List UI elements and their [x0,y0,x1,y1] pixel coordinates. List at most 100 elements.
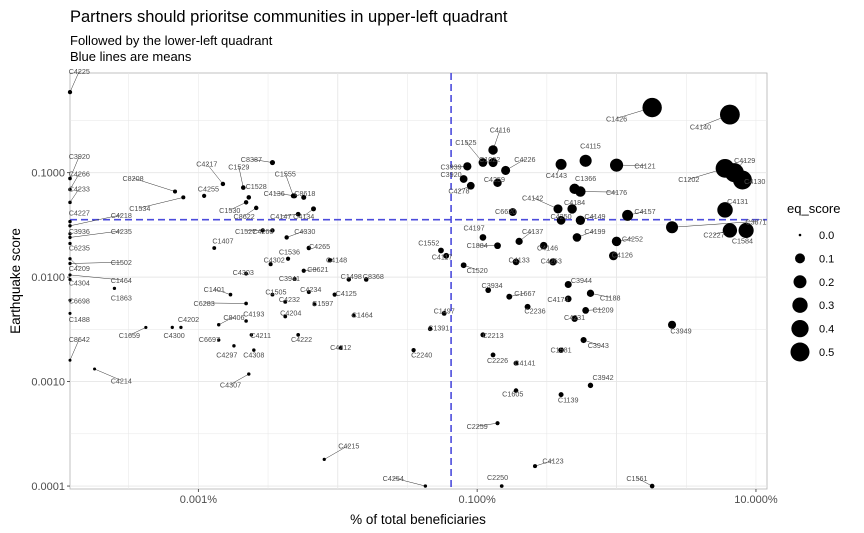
data-point [556,215,566,225]
data-point-label: C4304 [69,279,90,288]
data-point-label: C2213 [482,331,503,340]
data-point-label: C4140 [690,122,711,131]
data-point-label: C4184 [564,198,585,207]
mean-lines [70,73,767,489]
label-connector [303,268,318,272]
label-connector [477,244,498,246]
data-point-label: C3871 [745,217,766,226]
data-point [170,325,174,330]
data-point-label: C1520 [467,266,488,275]
data-point [292,193,298,199]
data-point [283,314,288,319]
data-point-label: C4129 [734,156,755,165]
data-point [68,273,72,277]
data-point [68,298,72,302]
data-point [512,258,520,266]
label-connector [206,163,224,185]
data-point-label: C4215 [338,441,359,450]
data-point-label: C6620 [495,207,516,216]
legend-title: eq_score [787,201,840,216]
data-point-label: C2250 [487,473,508,482]
data-point-label: C4235 [111,227,132,236]
data-point [427,326,433,332]
data-point-label: C4255 [198,185,219,194]
data-point [202,193,207,198]
data-point [301,194,307,200]
data-point-label: C1529 [228,163,249,172]
data-point-label: C1209 [592,305,613,314]
legend-label: 0.3 [819,300,834,312]
x-tick-label: 10.000% [734,494,778,506]
data-point-label: C4134 [293,212,314,221]
data-point-label: C4263 [541,257,562,266]
data-point-label: C4199 [584,227,605,236]
data-point-label: C4254 [383,474,404,483]
data-point [479,234,487,241]
data-point-label: C3920 [440,170,461,179]
data-point-label: C4176 [606,188,627,197]
data-point-label: C4217 [196,160,217,169]
label-connector [393,477,426,487]
data-point [68,224,72,228]
data-point [586,289,595,297]
data-point [558,347,564,353]
data-point [558,392,564,398]
data-point-label: C4143 [546,171,567,180]
data-point-label: C1498 [341,272,362,281]
data-point [564,295,572,303]
data-point-label: C1366 [575,174,596,183]
data-point-label: C4197 [463,223,484,232]
legend-label: 0.5 [819,347,834,359]
data-point-label: C4121 [634,161,655,170]
data-point [346,277,352,282]
data-point-label: C4226 [514,155,535,164]
data-point [717,202,733,218]
data-point-label: C4147 [270,212,291,221]
data-point [112,286,117,291]
label-connector [672,221,756,228]
data-point-label: C4130 [744,177,765,186]
data-point [553,204,563,214]
data-point-label: C4252 [622,234,643,243]
data-point-label: C3944 [571,276,592,285]
data-point-label: C4222 [291,335,312,344]
label-connector [477,422,498,427]
legend-key [790,342,810,362]
data-point [332,292,337,297]
data-point [312,302,317,307]
label-connector [69,214,122,227]
data-point [715,158,735,178]
data-point-label: C4278 [448,187,469,196]
data-point [539,241,548,250]
data-point-label: C1022 [479,155,500,164]
data-point-label: C1139 [558,396,579,405]
data-point [244,271,249,276]
data-point [466,181,475,190]
label-connector [580,191,617,193]
data-point-label: C4193 [243,309,264,318]
data-point-label: C4266 [69,169,90,178]
data-point-label: C2226 [487,356,508,365]
data-point [722,223,738,238]
data-point-label: C8368 [363,272,384,281]
data-point-label: C1488 [69,315,90,324]
y-tick-label: 0.0010 [31,377,65,389]
data-point-label: C1407 [212,236,233,245]
data-point [667,320,677,329]
data-point [327,258,333,263]
data-point [244,301,248,306]
label-connector [69,274,122,281]
data-point-label: C4149 [584,212,605,221]
data-point-label: C4303 [233,268,254,277]
data-point [738,222,754,238]
label-connector [285,173,294,196]
y-tick-label: 0.0100 [31,272,65,284]
data-point-label: C8208 [122,174,143,183]
data-point [68,261,72,266]
y-tick-label: 0.0001 [31,481,65,493]
data-point-label: C4225 [69,67,90,76]
data-point [68,176,72,181]
data-point-label: C1555 [275,169,296,178]
data-point-label: C3920 [69,152,90,161]
data-point-label: C4214 [111,376,132,385]
